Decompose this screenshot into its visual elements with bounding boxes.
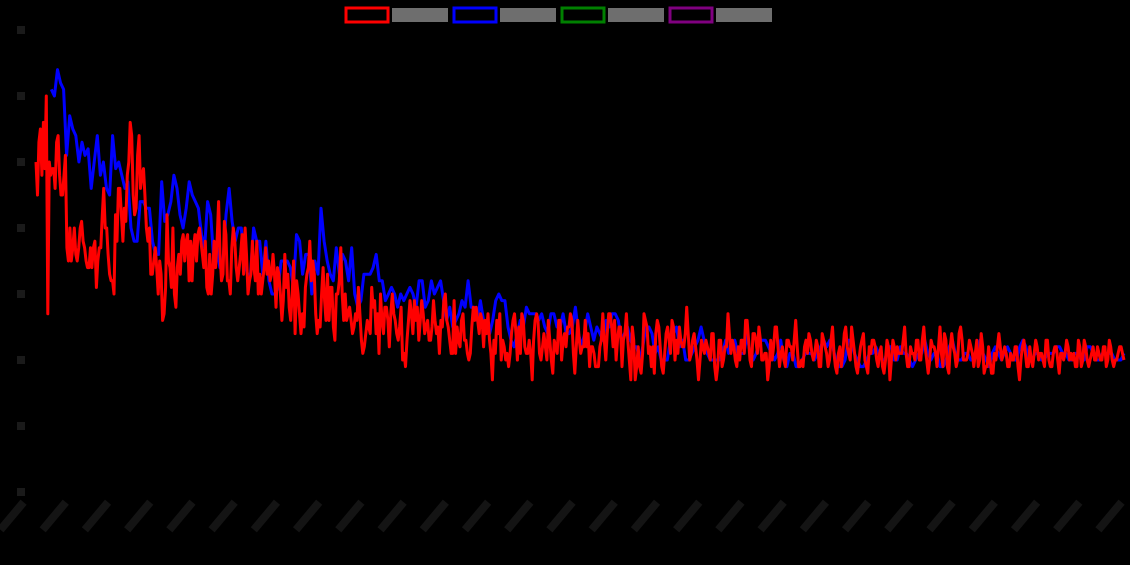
y-tick-5	[17, 158, 25, 166]
x-tick-6	[250, 499, 281, 533]
x-tick-24	[1010, 499, 1041, 533]
series-line-1	[34, 94, 1126, 382]
x-tick-9	[377, 499, 407, 533]
legend-label-1	[392, 8, 448, 22]
y-axis	[17, 26, 25, 496]
x-tick-22	[926, 499, 956, 533]
x-tick-18	[757, 499, 787, 533]
x-tick-0	[0, 499, 27, 533]
y-tick-0	[17, 488, 25, 496]
y-tick-3	[17, 290, 25, 298]
legend-label-4	[716, 8, 772, 22]
y-tick-2	[17, 356, 25, 364]
x-tick-20	[841, 499, 872, 533]
x-tick-17	[715, 499, 745, 533]
x-tick-10	[419, 499, 449, 533]
x-tick-23	[968, 499, 998, 533]
y-tick-1	[17, 422, 25, 430]
x-tick-16	[673, 499, 703, 533]
legend-swatch-3	[560, 6, 606, 24]
x-axis	[0, 499, 1125, 533]
x-tick-19	[799, 499, 830, 533]
x-tick-1	[39, 499, 69, 533]
legend-label-2	[500, 8, 556, 22]
x-tick-26	[1095, 499, 1125, 533]
x-tick-15	[630, 499, 661, 533]
series-line-2	[49, 68, 1126, 369]
x-tick-25	[1053, 499, 1083, 533]
x-tick-13	[546, 499, 576, 533]
x-tick-7	[292, 499, 323, 533]
legend-label-3	[608, 8, 664, 22]
plot-area	[34, 68, 1126, 382]
legend-swatch-1	[344, 6, 390, 24]
x-tick-8	[335, 499, 365, 533]
x-tick-14	[588, 499, 618, 533]
x-tick-3	[124, 499, 154, 533]
x-tick-11	[461, 499, 492, 533]
x-tick-21	[884, 499, 914, 533]
y-tick-7	[17, 26, 25, 34]
x-tick-2	[81, 499, 112, 533]
legend-swatch-2	[452, 6, 498, 24]
y-tick-4	[17, 224, 25, 232]
y-tick-6	[17, 92, 25, 100]
x-tick-5	[208, 499, 238, 533]
x-tick-12	[504, 499, 534, 533]
legend-swatch-4	[668, 6, 714, 24]
legend	[344, 6, 772, 24]
x-tick-4	[166, 499, 196, 533]
